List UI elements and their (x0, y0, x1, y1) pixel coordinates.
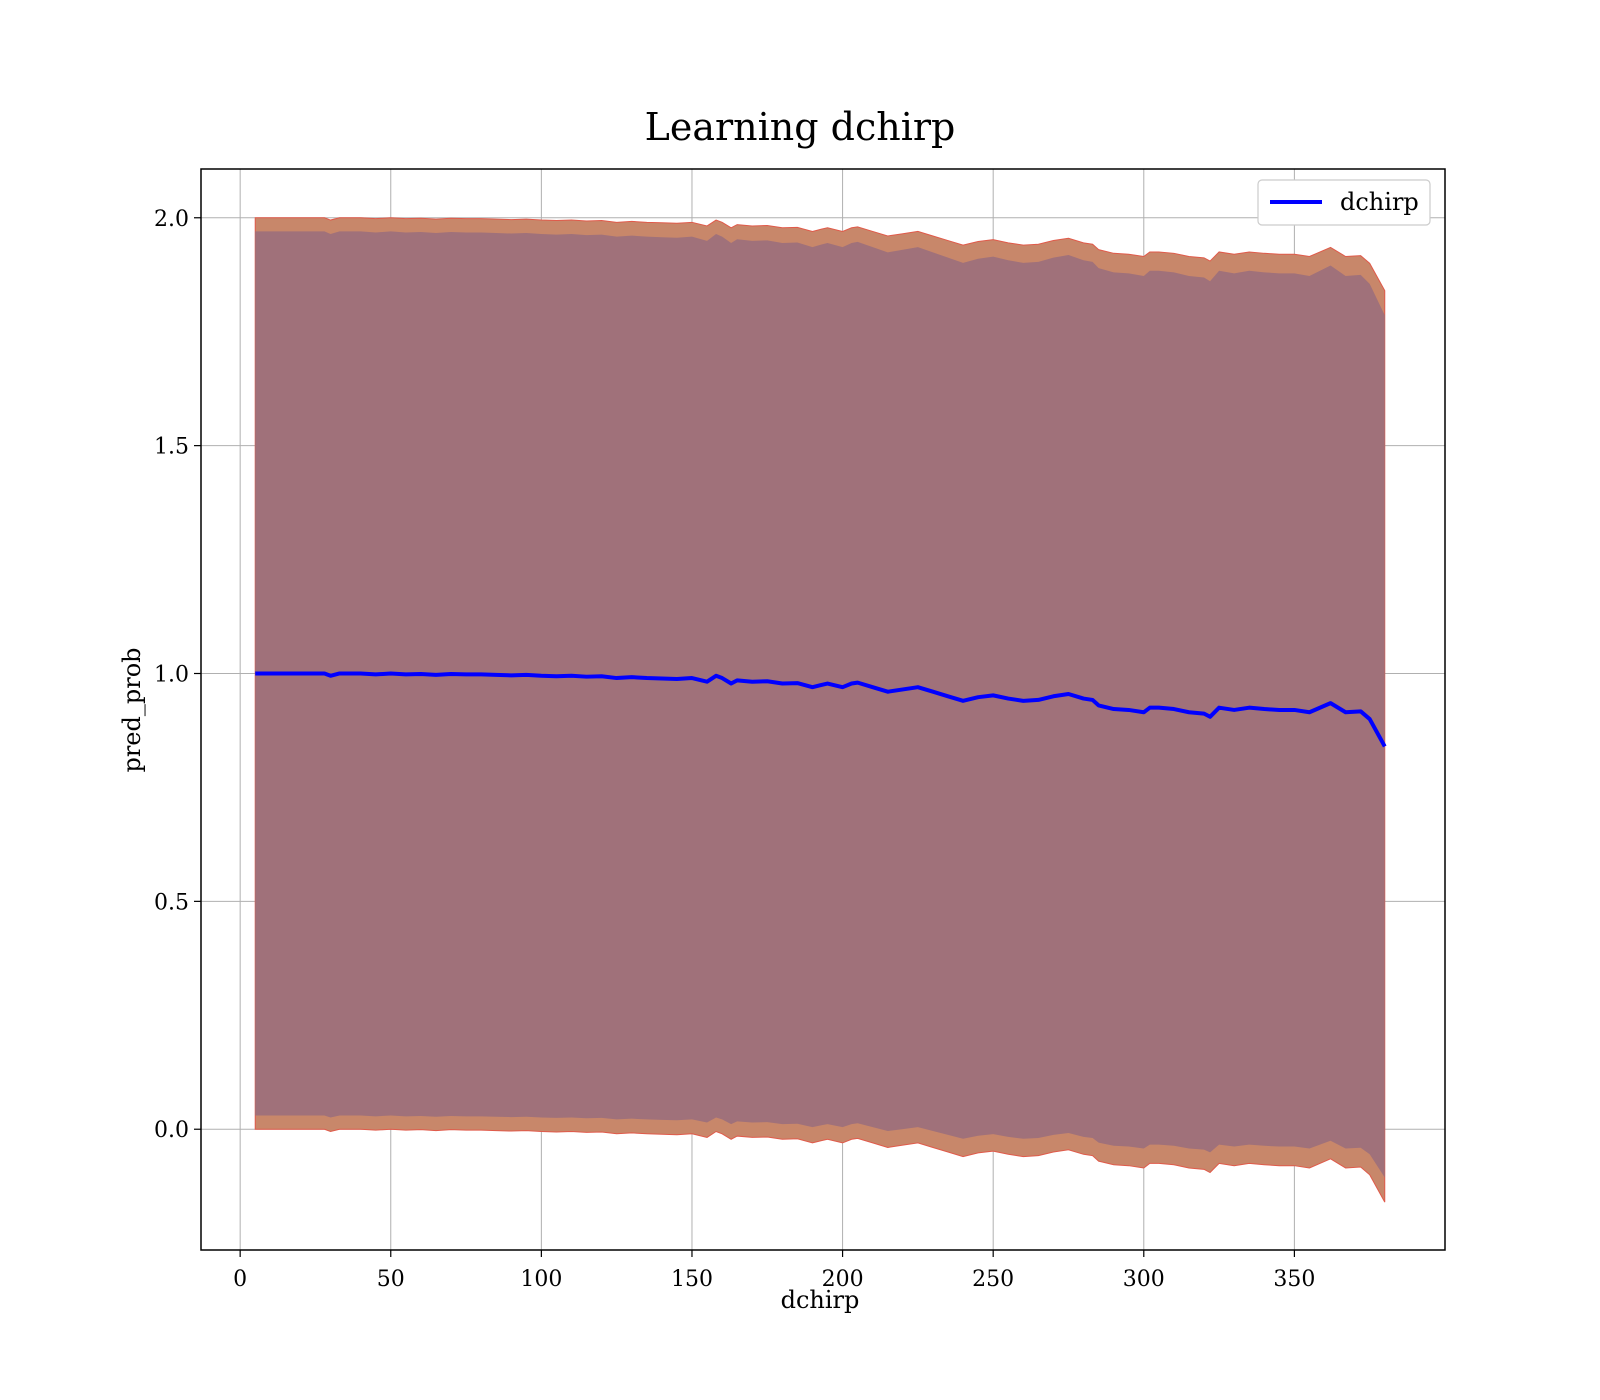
x-tick-label: 300 (1123, 1267, 1165, 1292)
plot-frame (200, 168, 1446, 1251)
x-tick-label: 250 (972, 1267, 1014, 1292)
legend: dchirp (1257, 179, 1431, 226)
y-tick-label: 0.5 (154, 890, 189, 915)
y-tick-label: 0.0 (154, 1118, 189, 1143)
y-axis-label: pred_prob (118, 647, 146, 772)
x-tick-label: 350 (1273, 1267, 1315, 1292)
axis-ticks: 0 50 100 150 200 250 300 350 0.0 0.5 1.0 1.5 2.0 (154, 207, 1315, 1292)
x-tick-label: 200 (822, 1267, 864, 1292)
x-tick-label: 100 (520, 1267, 562, 1292)
y-tick-label: 1.0 (154, 662, 189, 687)
x-tick-label: 50 (377, 1267, 405, 1292)
inner-confidence-band (255, 231, 1385, 1178)
x-axis-label: dchirp (781, 1286, 860, 1314)
chart-title: Learning dchirp (645, 105, 956, 149)
y-tick-label: 1.5 (154, 435, 189, 460)
x-tick-label: 150 (671, 1267, 713, 1292)
legend-box (1257, 179, 1431, 226)
y-tick-label: 2.0 (154, 207, 189, 232)
legend-label: dchirp (1340, 188, 1419, 216)
series-line-dchirp (255, 671, 1387, 748)
series-lines (255, 671, 1387, 748)
x-tick-label: 0 (233, 1267, 247, 1292)
uncertainty-bands (254, 217, 1386, 1203)
